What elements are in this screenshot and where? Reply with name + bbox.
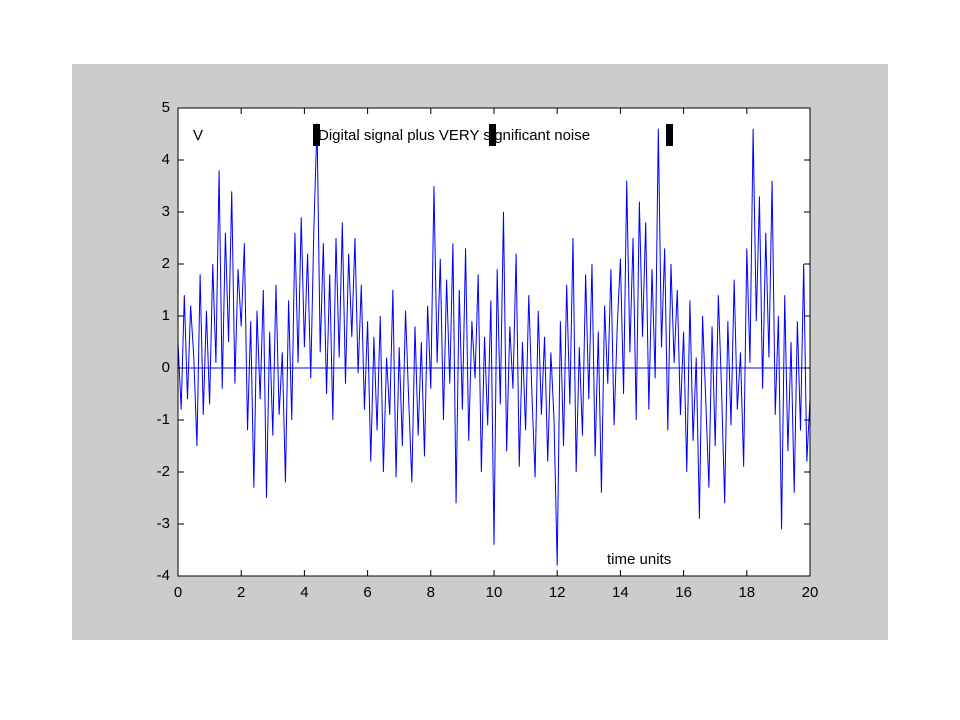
selection-handle: [489, 124, 496, 146]
y-tick-label: -3: [157, 515, 170, 532]
plot-content: [177, 123, 811, 566]
x-tick-label: 14: [612, 584, 629, 601]
x-tick-label: 10: [486, 584, 503, 601]
x-tick-label: 8: [427, 584, 435, 601]
y-tick-label: 4: [162, 151, 170, 168]
selection-handle: [666, 124, 673, 146]
x-axis-label: time units: [607, 551, 671, 568]
x-tick-label: 16: [675, 584, 692, 601]
x-tick-label: 6: [363, 584, 371, 601]
x-tick-label: 0: [174, 584, 182, 601]
x-tick-label: 2: [237, 584, 245, 601]
x-tick-label: 12: [549, 584, 566, 601]
y-tick-label: -4: [157, 567, 170, 584]
chart-title: Digital signal plus VERY significant noi…: [318, 127, 590, 144]
y-tick-label: -1: [157, 411, 170, 428]
selection-handle: [313, 124, 320, 146]
y-tick-label: 3: [162, 203, 170, 220]
y-tick-label: 2: [162, 255, 170, 272]
x-tick-label: 20: [802, 584, 819, 601]
plot-area: [178, 108, 810, 576]
y-tick-label: -2: [157, 463, 170, 480]
x-tick-label: 18: [738, 584, 755, 601]
signal-line: [177, 123, 811, 566]
y-tick-label: 1: [162, 307, 170, 324]
y-tick-label: 5: [162, 99, 170, 116]
y-axis-label: V: [193, 127, 203, 144]
y-tick-label: 0: [162, 359, 170, 376]
x-tick-label: 4: [300, 584, 308, 601]
